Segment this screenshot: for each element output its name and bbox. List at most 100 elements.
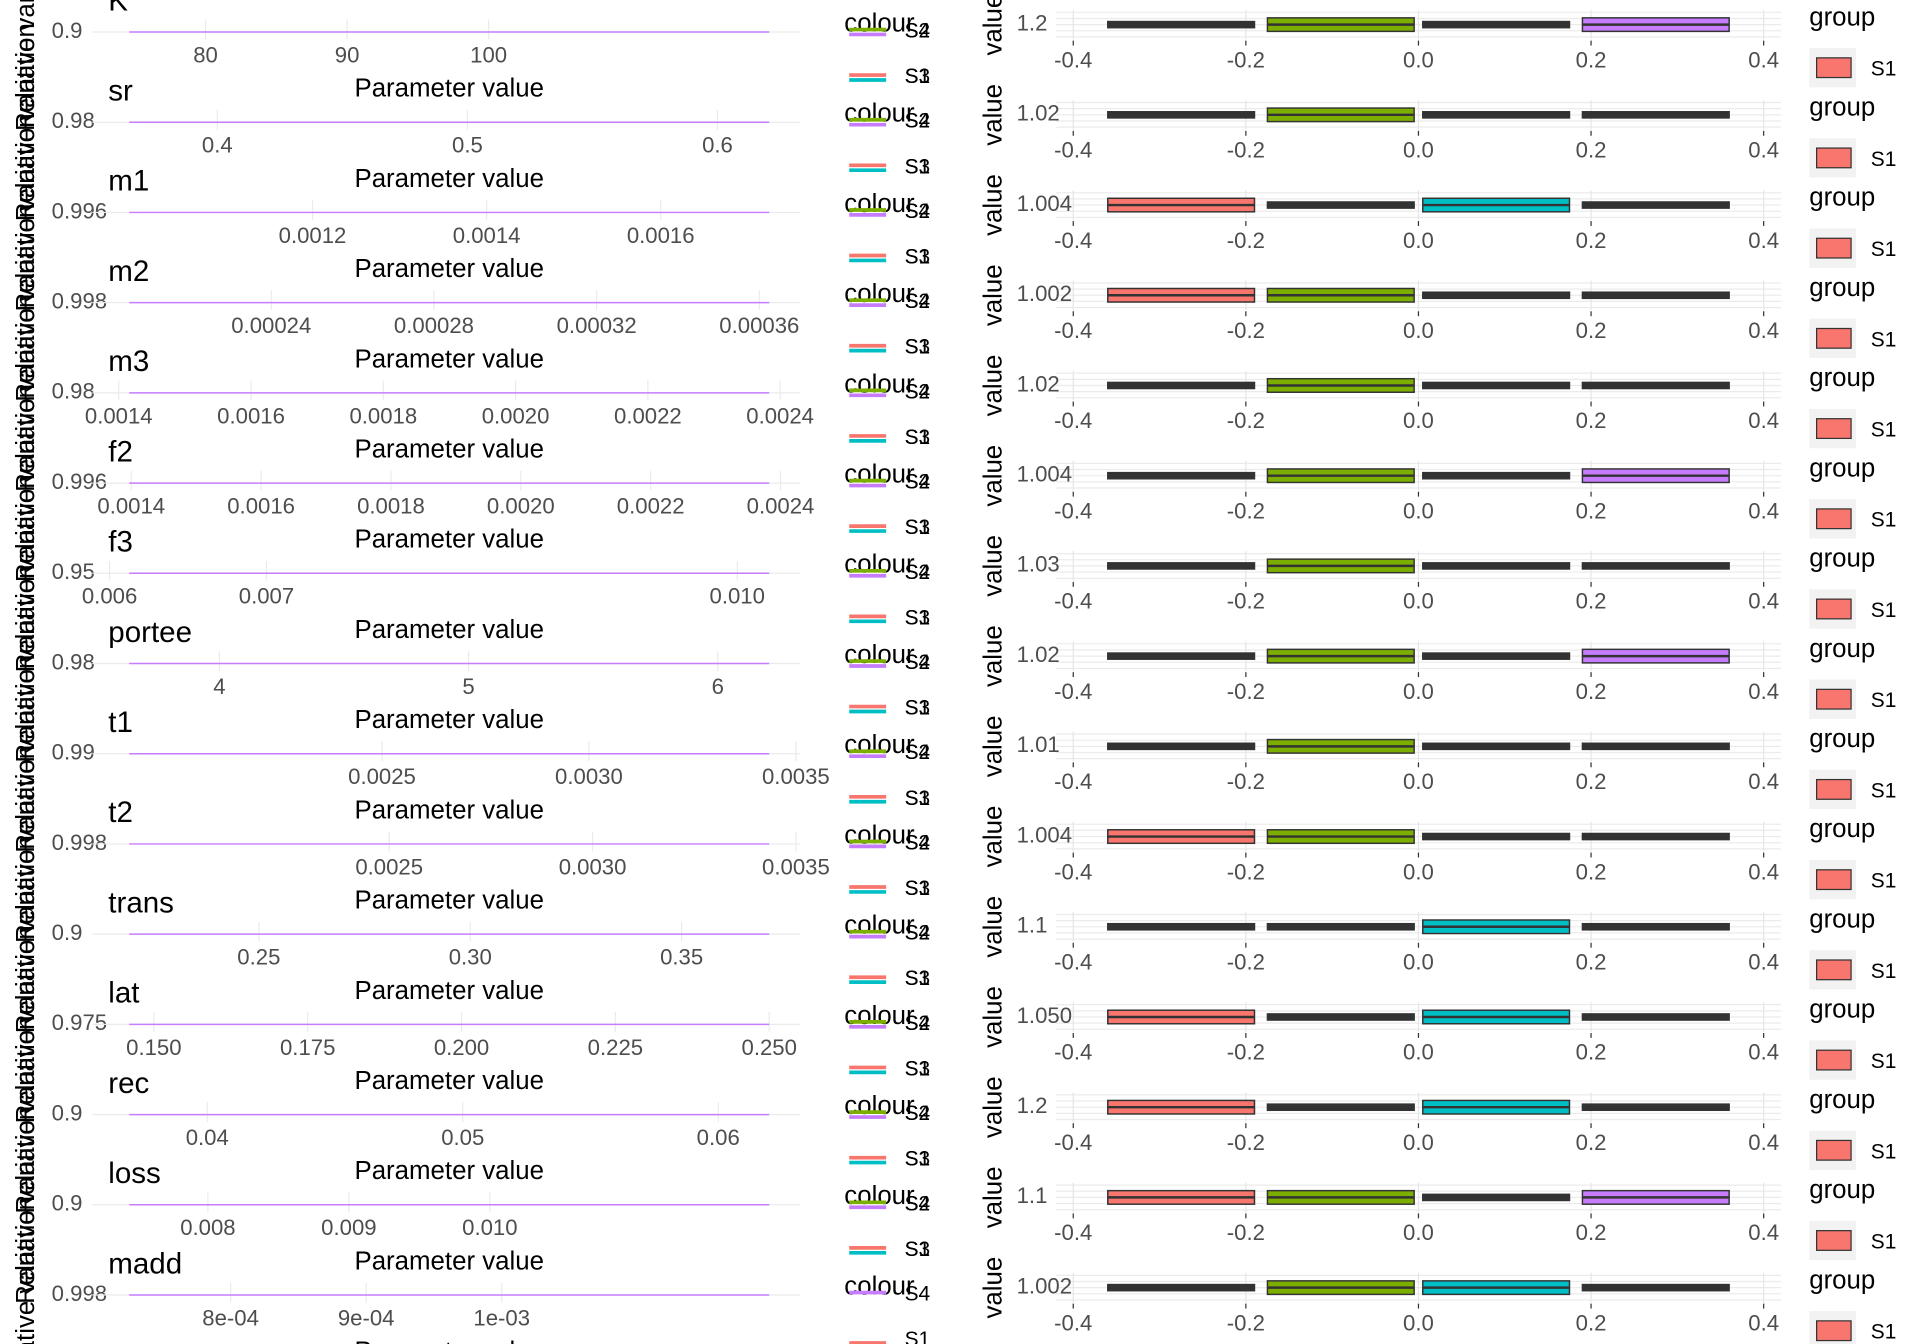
y-axis-label: Relative variation: [12, 23, 40, 221]
legend-key: [1816, 778, 1852, 800]
x-tick-label: 0.0018: [349, 403, 417, 428]
x-axis-label: Parameter value: [354, 1067, 543, 1095]
legend-label: S2: [905, 1102, 931, 1125]
legend-label: S3: [905, 246, 931, 269]
x-tick-label: -0.4: [1054, 769, 1092, 794]
legend-title: group: [1809, 1266, 1875, 1294]
legend-label: S3: [905, 65, 931, 88]
legend-label: S1: [905, 336, 931, 359]
x-tick-label: -0.4: [1054, 228, 1092, 253]
legend-label: S2: [905, 561, 931, 584]
legend-title: group: [1809, 1176, 1875, 1204]
panel-title: madd: [108, 1247, 182, 1280]
x-tick-label: -0.2: [1227, 498, 1265, 523]
x-tick-label: 0.5: [452, 133, 483, 158]
x-tick-label: 0.0025: [355, 854, 423, 879]
panel-title: f3: [108, 526, 133, 559]
x-tick-label: 5: [462, 674, 474, 699]
y-axis-label: value: [979, 355, 1007, 417]
x-tick-label: -0.4: [1054, 589, 1092, 614]
legend-title: group: [1809, 3, 1875, 31]
legend-label: S4: [905, 20, 931, 43]
x-tick-label: -0.4: [1054, 859, 1092, 884]
x-tick-label: 0.0035: [762, 764, 830, 789]
x-tick-label: 0.4: [1748, 138, 1779, 163]
x-tick-label: 0.2: [1576, 1310, 1607, 1335]
legend-key: [1816, 1139, 1852, 1161]
y-axis-label: value: [979, 445, 1007, 507]
y-axis-label: Relative variation: [12, 204, 40, 402]
legend-title: group: [1809, 454, 1875, 482]
y-tick-label: 0.9: [52, 1100, 83, 1125]
y-tick-label: 1.002: [1017, 281, 1072, 306]
legend-label: S2: [905, 380, 931, 403]
legend-label: S2: [905, 1192, 931, 1215]
x-tick-label: -0.2: [1227, 408, 1265, 433]
x-tick-label: -0.2: [1227, 589, 1265, 614]
panel-title: m3: [108, 345, 149, 378]
legend-key: [1816, 869, 1852, 891]
y-axis-label: value: [979, 535, 1007, 597]
legend-label: S4: [905, 922, 931, 945]
x-tick-label: 0.4: [1748, 47, 1779, 72]
legend-label: S1: [1871, 58, 1897, 81]
legend-label: S3: [905, 1148, 931, 1171]
legend-label: S1: [1871, 148, 1897, 171]
y-tick-label: 1.004: [1017, 822, 1072, 847]
x-tick-label: 0.2: [1576, 138, 1607, 163]
x-axis-label: Parameter value: [354, 1157, 543, 1185]
x-tick-label: 0.2: [1576, 950, 1607, 975]
y-tick-label: 0.998: [52, 288, 107, 313]
x-tick-label: 0.2: [1576, 408, 1607, 433]
legend-label: S2: [905, 471, 931, 494]
y-tick-label: 0.9: [52, 920, 83, 945]
legend-label: S1: [905, 1057, 931, 1080]
x-tick-label: 0.0014: [453, 223, 521, 248]
x-tick-label: 0.0: [1403, 589, 1434, 614]
panel-title: m1: [108, 165, 149, 198]
legend-label: S1: [905, 246, 931, 269]
y-axis-label: value: [979, 84, 1007, 146]
y-axis-label: value: [979, 1257, 1007, 1319]
legend-label: S2: [905, 110, 931, 133]
y-axis-label: Relative variation: [12, 925, 40, 1123]
panel-title: trans: [108, 886, 174, 919]
y-tick-label: 0.98: [52, 649, 95, 674]
y-tick-label: 1.004: [1017, 462, 1072, 487]
y-axis-label: value: [979, 625, 1007, 687]
x-axis-label: Parameter value: [354, 1338, 543, 1344]
x-tick-label: -0.2: [1227, 859, 1265, 884]
x-tick-label: 0.2: [1576, 859, 1607, 884]
x-tick-label: -0.2: [1227, 769, 1265, 794]
y-axis-label: Relative variation: [12, 835, 40, 1033]
x-tick-label: -0.2: [1227, 679, 1265, 704]
x-tick-label: 0.0012: [279, 223, 347, 248]
x-tick-label: 0.00024: [231, 313, 311, 338]
legend-label: S3: [905, 336, 931, 359]
x-tick-label: 0.225: [588, 1035, 643, 1060]
legend-label: S4: [905, 471, 931, 494]
x-tick-label: 0.2: [1576, 47, 1607, 72]
x-tick-label: 0.4: [1748, 679, 1779, 704]
x-axis-label: Parameter value: [354, 616, 543, 644]
x-tick-label: -0.4: [1054, 1220, 1092, 1245]
x-tick-label: -0.4: [1054, 498, 1092, 523]
panel-title: m2: [108, 255, 149, 288]
legend-label: S1: [1871, 689, 1897, 712]
x-tick-label: 0.0016: [217, 403, 285, 428]
y-tick-label: 0.98: [52, 379, 95, 404]
x-tick-label: 0.4: [1748, 859, 1779, 884]
legend-key: [1816, 57, 1852, 79]
legend-label: S1: [905, 967, 931, 990]
y-axis-label: Relative variation: [12, 1106, 40, 1304]
panel-title: lat: [108, 977, 139, 1010]
x-tick-label: 0.0: [1403, 318, 1434, 343]
legend-label: S4: [905, 651, 931, 674]
x-tick-label: 0.0022: [614, 403, 682, 428]
y-tick-label: 1.02: [1017, 371, 1060, 396]
legend-title: group: [1809, 635, 1875, 663]
legend-label: S1: [905, 1148, 931, 1171]
x-tick-label: 0.4: [1748, 950, 1779, 975]
legend-key: [1816, 1320, 1852, 1342]
